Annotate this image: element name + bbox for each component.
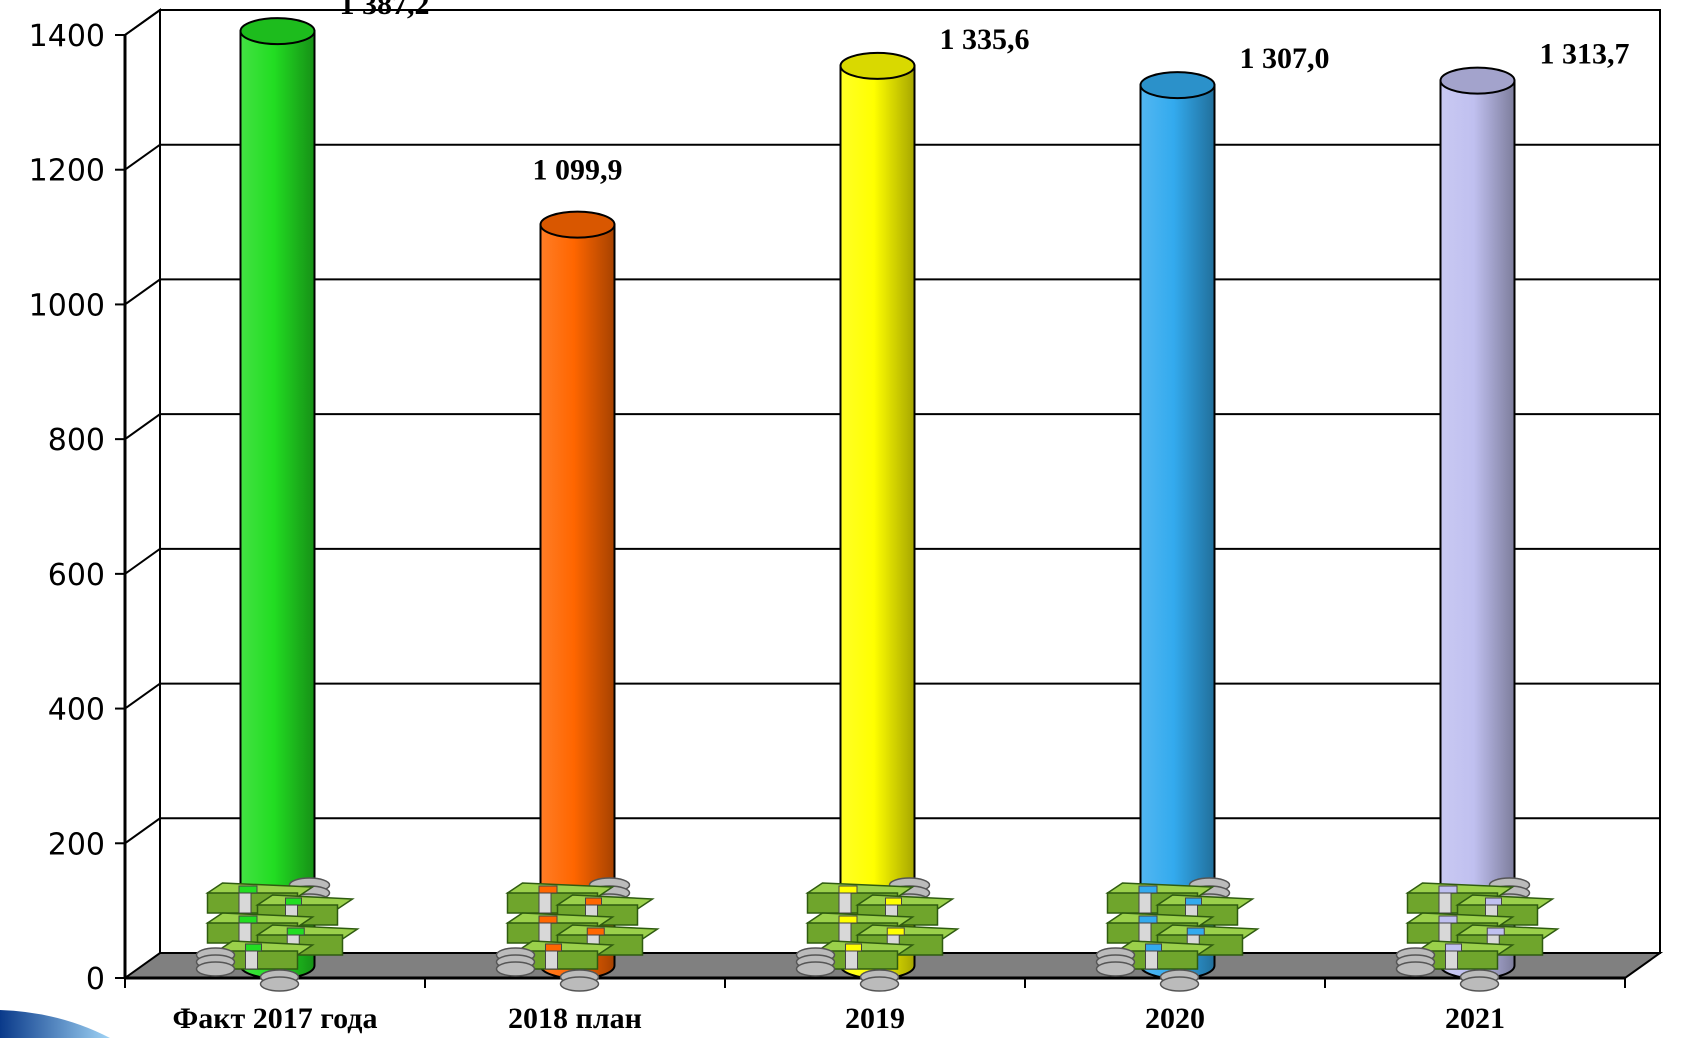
side-wall <box>124 8 161 978</box>
money-icon <box>795 877 960 992</box>
value-label: 1 313,7 <box>1540 38 1630 71</box>
bar-body <box>1139 84 1216 980</box>
category-label: 2020 <box>1145 1002 1205 1035</box>
y-tick-label: 400 <box>48 693 105 728</box>
money-icon <box>1095 877 1260 992</box>
y-tick-label: 1400 <box>29 19 105 54</box>
bar-top <box>1139 71 1216 100</box>
y-tick-label: 200 <box>48 827 105 862</box>
y-tick-label: 0 <box>86 962 105 997</box>
bar <box>1139 71 1216 980</box>
category-label: 2018 план <box>508 1002 642 1035</box>
value-label: 1 307,0 <box>1240 42 1330 75</box>
bar-body <box>839 64 916 980</box>
bar-body <box>1439 79 1516 980</box>
bar <box>839 51 916 980</box>
y-tick-label: 600 <box>48 558 105 593</box>
category-label: Факт 2017 года <box>173 1002 378 1035</box>
y-tick-label: 800 <box>48 423 105 458</box>
y-tick-label: 1000 <box>29 288 105 323</box>
bar-body <box>239 30 316 980</box>
money-icon <box>495 877 660 992</box>
value-label: 1 387,2 <box>340 0 430 21</box>
value-label: 1 335,6 <box>940 23 1030 56</box>
value-label: 1 099,9 <box>533 154 623 187</box>
bar-top <box>239 17 316 46</box>
bar-top <box>1439 66 1516 95</box>
bar <box>239 17 316 980</box>
y-tick-label: 1200 <box>29 154 105 189</box>
bar <box>539 210 616 980</box>
bar <box>1439 66 1516 980</box>
corner-swoosh <box>0 1010 110 1038</box>
labels: 0 200 400 600 800 1000 1200 1400 1 387,2 Факт 201… <box>29 0 1630 1035</box>
bar-top <box>539 210 616 239</box>
bar-body <box>539 223 616 980</box>
category-label: 2021 <box>1445 1002 1505 1035</box>
gridline <box>124 9 1660 36</box>
decorations <box>195 877 1560 992</box>
money-icon <box>195 877 360 992</box>
category-label: 2019 <box>845 1002 905 1035</box>
money-icon <box>1395 877 1560 992</box>
bar-top <box>839 51 916 80</box>
